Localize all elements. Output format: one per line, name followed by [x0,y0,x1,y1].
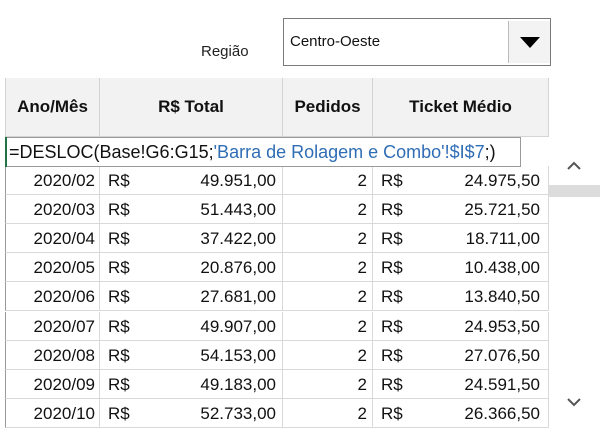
column-header: R$ Total [100,78,283,137]
orders-cell: 2 [283,282,373,312]
currency: R$ [108,316,130,336]
orders-cell: 2 [283,166,373,195]
column-header: Ticket Médio [373,78,549,137]
ticket-value: 24.975,50 [464,171,540,190]
currency: R$ [381,229,403,249]
currency: R$ [108,374,130,394]
total-cell: R$ 51.443,00 [100,195,283,225]
total-value: 27.681,00 [200,287,276,307]
ticket-cell: R$ 26.366,50 [373,398,549,428]
dropdown-arrow [520,37,540,48]
ticket-cell: R$ 24.953,50 [373,311,549,341]
dropdown[interactable]: Centro-Oeste [283,18,551,66]
total-value: 49.951,00 [200,171,276,190]
formula-editor[interactable]: =DESLOC(Base!G6:G15;'Barra de Rolagem e … [5,137,521,167]
total-cell: R$ 49.183,00 [100,369,283,399]
ticket-cell: R$ 10.438,00 [373,253,549,283]
orders-cell: 2 [283,311,373,341]
total-value: 54.153,00 [200,345,276,365]
dropdown-button[interactable] [508,21,550,63]
total-value: 49.907,00 [200,316,276,336]
orders-cell: 2 [283,398,373,428]
ticket-value: 25.721,50 [464,200,540,220]
total-value: 49.183,00 [200,374,276,394]
ticket-cell: R$ 24.591,50 [373,369,549,399]
currency: R$ [108,200,130,220]
period-cell: 2020/10 [5,398,100,428]
ticket-cell: R$ 24.975,50 [373,166,549,195]
ticket-cell: R$ 18.711,00 [373,224,549,254]
orders-cell: 2 [283,195,373,225]
column-header: Ano/Mês [5,78,100,137]
currency: R$ [108,229,130,249]
currency: R$ [381,171,403,190]
currency: R$ [381,200,403,220]
scrollbar[interactable] [549,137,600,429]
currency: R$ [381,374,403,394]
total-cell: R$ 20.876,00 [100,253,283,283]
currency: R$ [381,345,403,365]
total-cell: R$ 49.907,00 [100,311,283,341]
period-cell: 2020/05 [5,253,100,283]
ticket-value: 10.438,00 [464,258,540,278]
total-value: 20.876,00 [200,258,276,278]
ticket-cell: R$ 25.721,50 [373,195,549,225]
ticket-value: 27.076,50 [464,345,540,365]
total-cell: R$ 49.951,00 [100,166,283,195]
total-cell: R$ 27.681,00 [100,282,283,312]
ticket-value: 26.366,50 [464,403,540,423]
active-cell-border [5,137,7,167]
formula-part: ; [208,142,214,162]
formula-part: =DESLOC( [9,142,100,162]
currency: R$ [108,258,130,278]
currency: R$ [381,287,403,307]
orders-cell: 2 [283,340,373,370]
total-value: 51.443,00 [200,200,276,220]
total-value: 37.422,00 [200,229,276,249]
ticket-value: 24.591,50 [464,374,540,394]
filter-label: Região [201,43,249,60]
ticket-cell: R$ 27.076,50 [373,340,549,370]
period-cell: 2020/03 [5,195,100,225]
period-cell: 2020/07 [5,311,100,341]
currency: R$ [108,287,130,307]
ticket-value: 24.953,50 [464,316,540,336]
ticket-value: 18.711,00 [465,229,540,249]
total-cell: R$ 52.733,00 [100,398,283,428]
ticket-cell: R$ 13.840,50 [373,282,549,312]
formula-part: ;) [484,142,496,162]
currency: R$ [108,345,130,365]
formula-part: 'Barra de Rolagem e Combo'!$I$7 [213,142,485,162]
currency: R$ [381,316,403,336]
currency: R$ [108,171,130,190]
currency: R$ [381,403,403,423]
period-cell: 2020/04 [5,224,100,254]
total-cell: R$ 37.422,00 [100,224,283,254]
ticket-value: 13.840,50 [464,287,540,307]
currency: R$ [108,403,130,423]
formula-part: Base!G6:G15 [99,142,209,162]
column-header: Pedidos [283,78,373,137]
period-cell: 2020/06 [5,282,100,312]
dropdown-value: Centro-Oeste [290,33,381,50]
total-cell: R$ 54.153,00 [100,340,283,370]
currency: R$ [381,258,403,278]
total-value: 52.733,00 [200,403,276,423]
period-cell: 2020/08 [5,340,100,370]
period-cell: 2020/02 [5,166,100,195]
period-cell: 2020/09 [5,369,100,399]
orders-cell: 2 [283,369,373,399]
orders-cell: 2 [283,253,373,283]
orders-cell: 2 [283,224,373,254]
scrollbar-graphics [549,161,600,407]
